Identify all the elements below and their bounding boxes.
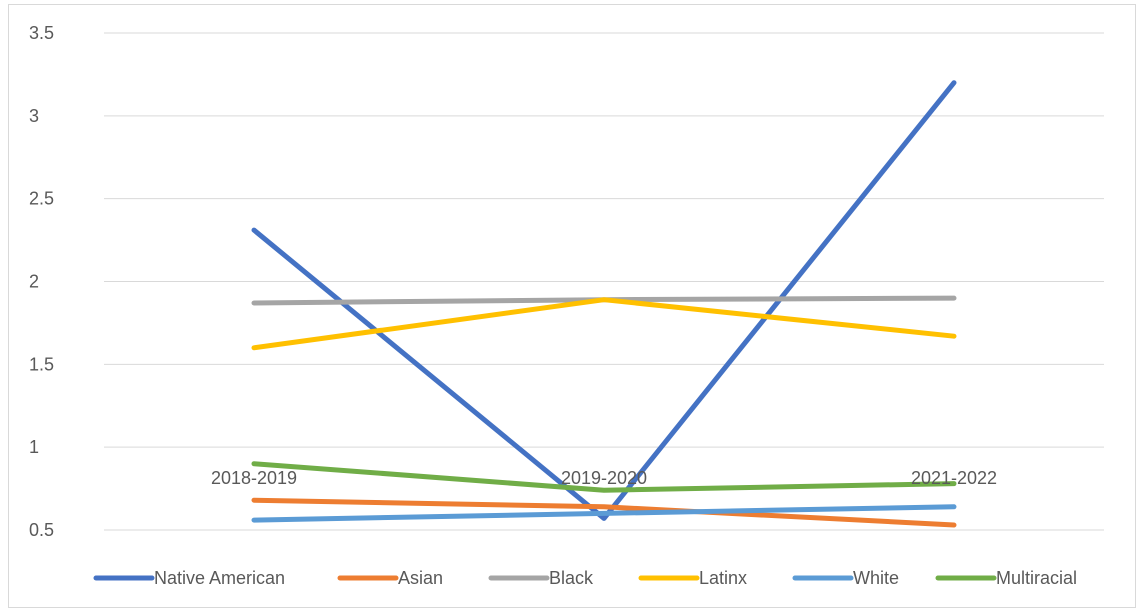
legend-label: Black <box>549 568 594 588</box>
legend-label: Multiracial <box>996 568 1077 588</box>
legend-label: Latinx <box>699 568 747 588</box>
series-line-asian <box>251 497 957 528</box>
gridlines <box>104 32 1104 531</box>
x-category-label: 2019-2020 <box>561 468 647 488</box>
x-category-label: 2021-2022 <box>911 468 997 488</box>
legend-item-asian: Asian <box>337 568 443 588</box>
series-line-latinx <box>251 297 957 351</box>
legend-item-white: White <box>792 568 899 588</box>
series-line-multiracial <box>251 461 957 493</box>
legend: Native American Asian Black Latinx White Mult… <box>93 568 1077 588</box>
legend-label: White <box>853 568 899 588</box>
y-tick-label: 1 <box>29 437 39 457</box>
category-labels: 2018-2019 2019-2020 2021-2022 <box>211 468 997 488</box>
x-category-label: 2018-2019 <box>211 468 297 488</box>
legend-label: Asian <box>398 568 443 588</box>
y-tick-label: 3 <box>29 106 39 126</box>
legend-item-native-american: Native American <box>93 568 285 588</box>
series-line-native-american <box>251 80 957 521</box>
series-line-white <box>251 504 957 523</box>
legend-item-multiracial: Multiracial <box>935 568 1077 588</box>
y-tick-label: 3.5 <box>29 23 54 43</box>
y-tick-label: 2 <box>29 272 39 292</box>
y-tick-label: 2.5 <box>29 189 54 209</box>
y-tick-label: 0.5 <box>29 520 54 540</box>
series-lines <box>251 80 957 528</box>
legend-label: Native American <box>154 568 285 588</box>
legend-item-black: Black <box>488 568 594 588</box>
legend-item-latinx: Latinx <box>638 568 747 588</box>
y-axis-tick-labels: 0.5 1 1.5 2 2.5 3 3.5 <box>29 23 54 540</box>
y-tick-label: 1.5 <box>29 354 54 374</box>
